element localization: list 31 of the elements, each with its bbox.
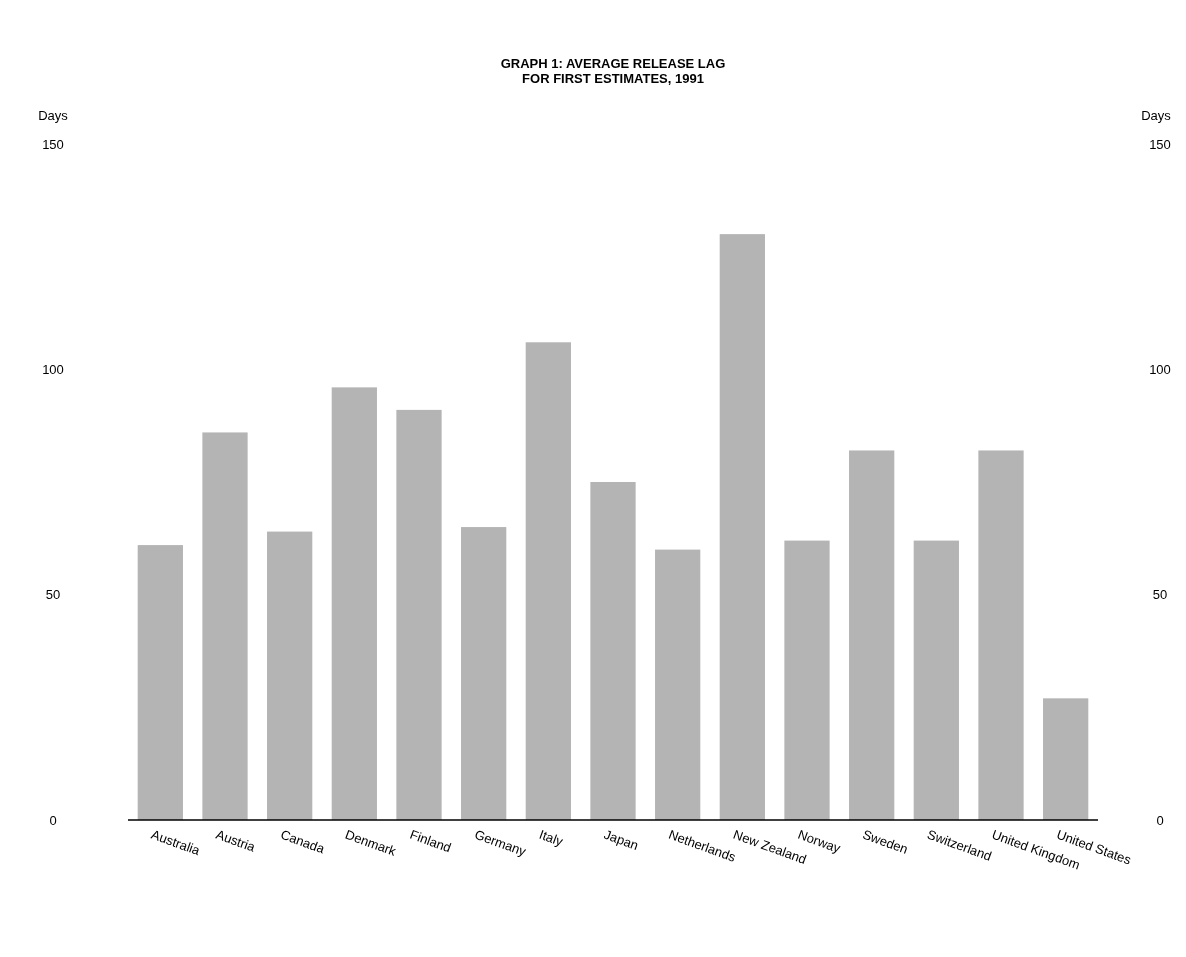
y-axis-title: Days bbox=[38, 108, 69, 123]
x-tick-label: Japan bbox=[601, 826, 641, 853]
bar bbox=[784, 540, 830, 820]
y2-axis-title: Days bbox=[1141, 108, 1172, 123]
bar bbox=[202, 432, 248, 820]
bar bbox=[137, 545, 183, 820]
bar bbox=[913, 540, 959, 820]
x-tick-label: Italy bbox=[537, 826, 566, 850]
x-tick-label: Finland bbox=[407, 826, 454, 856]
y-tick-label: 100 bbox=[42, 361, 64, 377]
bar bbox=[461, 527, 507, 820]
y2-tick-label: 100 bbox=[1149, 361, 1171, 377]
bar bbox=[590, 482, 636, 820]
y-tick-label: 0 bbox=[49, 812, 57, 828]
bar bbox=[655, 549, 701, 820]
bar bbox=[267, 531, 313, 820]
chart-subtitle: FOR FIRST ESTIMATES, 1991 bbox=[522, 71, 704, 86]
y-tick-label: 50 bbox=[45, 587, 61, 603]
bar bbox=[1043, 698, 1089, 820]
bar bbox=[396, 409, 442, 820]
bar bbox=[331, 387, 377, 820]
bar bbox=[525, 342, 571, 820]
y2-tick-label: 0 bbox=[1156, 812, 1164, 828]
bar bbox=[849, 450, 895, 820]
y2-tick-label: 150 bbox=[1149, 136, 1171, 152]
bar bbox=[978, 450, 1024, 820]
bar bbox=[719, 234, 765, 820]
x-tick-label: Austria bbox=[213, 826, 258, 855]
chart-title: GRAPH 1: AVERAGE RELEASE LAG bbox=[500, 56, 726, 71]
y-tick-label: 150 bbox=[42, 136, 64, 152]
y2-tick-label: 50 bbox=[1152, 587, 1168, 603]
